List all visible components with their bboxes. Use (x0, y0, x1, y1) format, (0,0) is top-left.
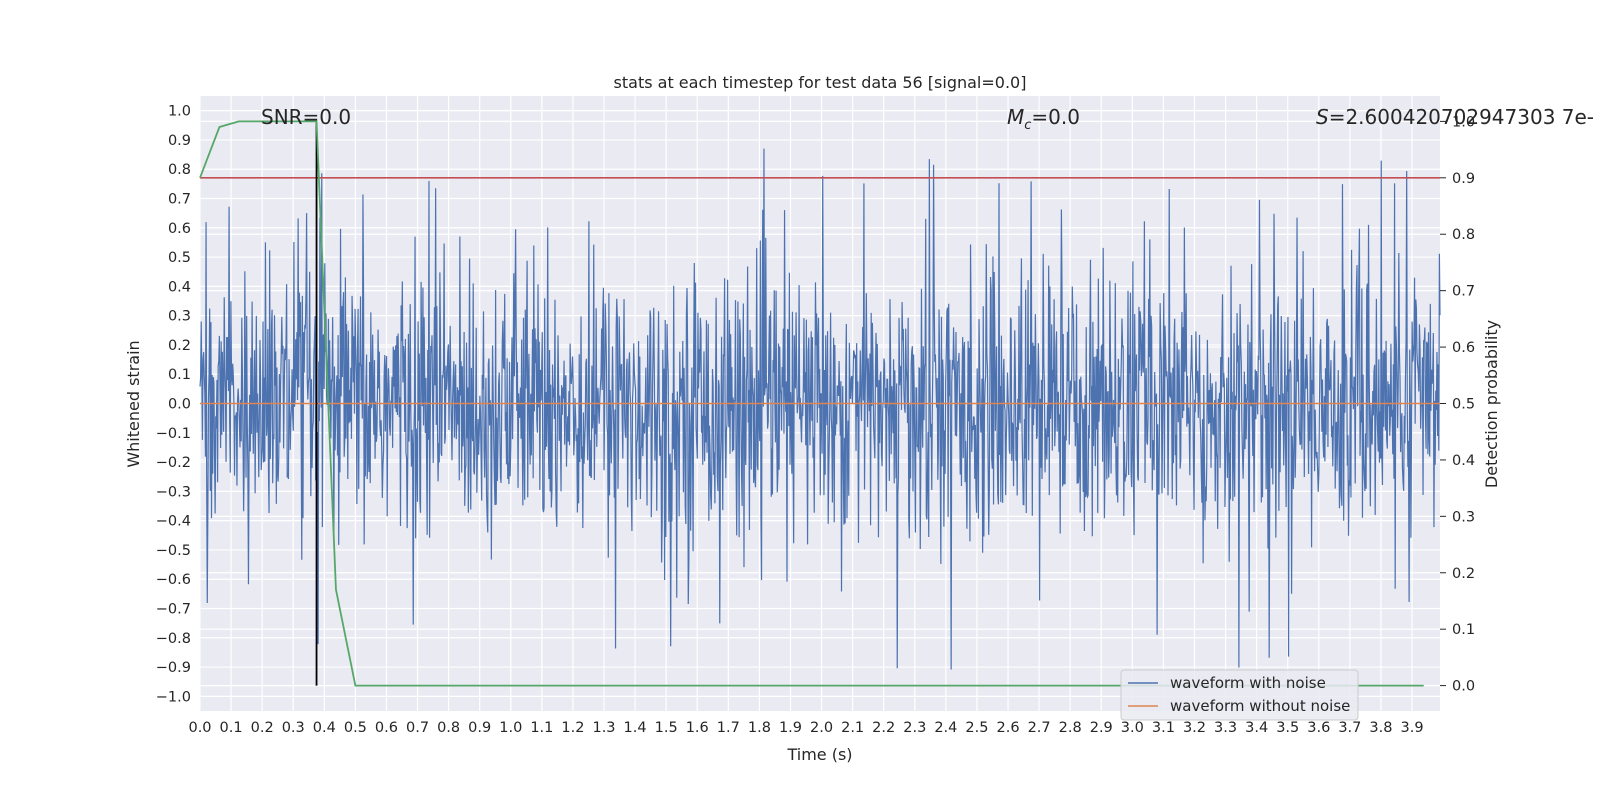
left-y-axis-ticks: 1.0 0.9 0.8 0.7 0.6 0.5 0.4 0.3 0.2 0.1 0.0 −0.1 −0.… (156, 104, 191, 706)
legend-box (1120, 669, 1359, 721)
right-y-tick-label: 0.6 (1452, 340, 1475, 356)
x-tick-label: 0.0 (188, 720, 211, 736)
x-tick-label: 1.7 (717, 720, 740, 736)
left-y-tick-label: −0.3 (156, 484, 191, 500)
x-tick-label: 1.5 (655, 720, 678, 736)
right-y-tick-label: 0.2 (1452, 566, 1475, 582)
legend-label-noisy: waveform with noise (1170, 674, 1326, 692)
x-tick-label: 2.5 (965, 720, 988, 736)
left-y-tick-label: −0.1 (156, 426, 191, 442)
x-tick-label: 2.8 (1059, 720, 1082, 736)
left-y-axis-label: Whitened strain (124, 340, 143, 467)
x-tick-label: 0.4 (313, 720, 336, 736)
x-tick-label: 3.5 (1276, 720, 1299, 736)
x-tick-label: 1.9 (779, 720, 802, 736)
x-tick-label: 1.4 (624, 720, 647, 736)
left-y-tick-label: 0.7 (168, 192, 191, 208)
x-tick-label: 3.3 (1214, 720, 1237, 736)
left-y-tick-label: −0.5 (156, 543, 191, 559)
left-y-tick-label: 0.1 (168, 367, 191, 383)
x-tick-label: 3.7 (1338, 720, 1361, 736)
snr-annotation: SNR=0.0 (261, 105, 351, 129)
left-y-tick-label: −0.6 (156, 572, 191, 588)
x-tick-label: 2.6 (996, 720, 1019, 736)
x-tick-label: 2.9 (1090, 720, 1113, 736)
x-tick-label: 1.6 (686, 720, 709, 736)
x-tick-label: 0.1 (220, 720, 243, 736)
x-tick-label: 3.4 (1245, 720, 1268, 736)
chirp-mass-annotation: Mc=0.0 (1007, 105, 1080, 133)
left-y-tick-label: 1.0 (168, 104, 191, 120)
x-tick-label: 1.1 (530, 720, 553, 736)
right-y-tick-label: 0.4 (1452, 453, 1475, 469)
right-y-tick-label: 0.1 (1452, 622, 1475, 638)
x-tick-label: 2.0 (810, 720, 833, 736)
x-tick-label: 2.1 (841, 720, 864, 736)
s-annotation: S=2.600420702947303 7e- (1316, 105, 1594, 129)
legend: waveform with noise waveform without noi… (1120, 669, 1359, 721)
left-y-tick-label: −1.0 (156, 689, 191, 705)
left-y-tick-label: 0.0 (168, 397, 191, 413)
x-tick-label: 0.7 (406, 720, 429, 736)
chart-title: stats at each timestep for test data 56 … (614, 73, 1027, 92)
x-tick-label: 3.8 (1369, 720, 1392, 736)
left-y-tick-label: 0.8 (168, 162, 191, 178)
legend-label-clean: waveform without noise (1170, 697, 1350, 715)
x-tick-label: 0.8 (437, 720, 460, 736)
x-tick-label: 2.2 (872, 720, 895, 736)
left-y-tick-label: −0.9 (156, 660, 191, 676)
x-tick-label: 3.2 (1183, 720, 1206, 736)
x-tick-label: 1.2 (561, 720, 584, 736)
x-tick-label: 0.5 (344, 720, 367, 736)
series-detection-probability (199, 120, 1440, 687)
left-y-tick-label: 0.4 (168, 279, 191, 295)
left-y-tick-label: −0.8 (156, 631, 191, 647)
left-y-tick-label: −0.7 (156, 602, 191, 618)
detection-probability-line (199, 120, 1424, 687)
left-y-tick-label: 0.3 (168, 309, 191, 325)
right-y-tick-label: 0.5 (1452, 397, 1475, 413)
right-y-tick-label: 0.0 (1452, 679, 1475, 695)
x-tick-label: 2.7 (1028, 720, 1051, 736)
right-y-tick-label: 0.7 (1452, 284, 1475, 300)
x-axis-ticks: 0.0 0.1 0.2 0.3 0.4 0.5 0.6 0.7 0.8 0.9 1.0 1.1 1.2 1… (188, 720, 1423, 736)
x-tick-label: 3.0 (1121, 720, 1144, 736)
noisy-waveform-line (199, 148, 1441, 670)
x-tick-label: 0.6 (375, 720, 398, 736)
right-y-tick-label: 1.0 (1452, 114, 1475, 130)
right-y-tick-label: 0.9 (1452, 171, 1475, 187)
x-tick-label: 1.8 (748, 720, 771, 736)
left-y-tick-label: −0.4 (156, 514, 191, 530)
x-tick-label: 3.9 (1400, 720, 1423, 736)
right-y-axis-ticks: 1.0 0.9 0.8 0.7 0.6 0.5 0.4 0.3 0.2 0.1 0.0 (1440, 114, 1475, 695)
left-y-tick-label: 0.6 (168, 221, 191, 237)
x-tick-label: 2.3 (903, 720, 926, 736)
x-tick-label: 3.6 (1307, 720, 1330, 736)
x-tick-label: 0.9 (468, 720, 491, 736)
left-y-tick-label: 0.5 (168, 250, 191, 266)
x-tick-label: 0.2 (251, 720, 274, 736)
x-axis-label: Time (s) (786, 745, 852, 764)
right-y-tick-label: 0.8 (1452, 227, 1475, 243)
x-tick-label: 1.3 (592, 720, 615, 736)
x-tick-label: 2.4 (934, 720, 957, 736)
x-tick-label: 0.3 (282, 720, 305, 736)
right-y-tick-label: 0.3 (1452, 509, 1475, 525)
left-y-tick-label: 0.2 (168, 338, 191, 354)
right-y-axis-label: Detection probability (1482, 320, 1501, 488)
series-waveform-with-noise (199, 148, 1441, 670)
x-tick-label: 1.0 (499, 720, 522, 736)
left-y-tick-label: 0.9 (168, 133, 191, 149)
left-y-tick-label: −0.2 (156, 455, 191, 471)
x-tick-label: 3.1 (1152, 720, 1175, 736)
